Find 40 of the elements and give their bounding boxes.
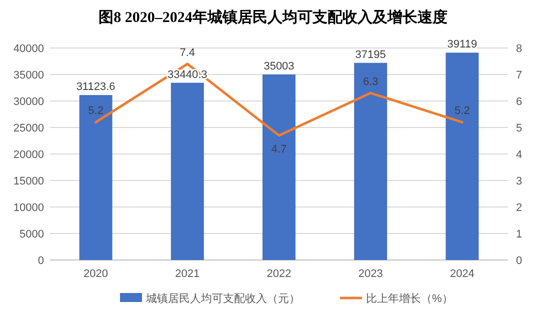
- legend-label: 城镇居民人均可支配收入（元）: [145, 292, 300, 305]
- y-tick-label: 20000: [13, 149, 44, 161]
- y2-tick-label: 5: [516, 122, 522, 134]
- y2-tick-label: 6: [516, 96, 522, 108]
- y2-tick-label: 8: [516, 43, 522, 55]
- data-label: 35003: [264, 60, 294, 72]
- y-tick-label: 40000: [13, 43, 44, 55]
- x-tick-label: 2024: [450, 268, 474, 280]
- chart-title: 图8 2020–2024年城镇居民人均可支配收入及增长速度: [98, 8, 448, 26]
- data-label: 6.3: [362, 76, 378, 88]
- bar: [354, 62, 388, 260]
- y2-tick-label: 4: [516, 149, 522, 161]
- data-label: 31123.6: [76, 81, 116, 94]
- data-label: 7.4: [180, 46, 196, 59]
- y-tick-label: 10000: [13, 202, 44, 214]
- y-tick-label: 25000: [13, 122, 44, 134]
- legend-label: 比上年增长（%）: [366, 292, 453, 305]
- x-tick-label: 2020: [84, 268, 108, 280]
- y2-tick-label: 0: [516, 255, 522, 267]
- y-tick-label: 35000: [13, 70, 44, 82]
- data-label: 37195: [355, 48, 386, 61]
- bar: [170, 82, 204, 260]
- y-tick-label: 30000: [13, 96, 44, 108]
- y2-tick-label: 7: [516, 70, 522, 82]
- bar: [446, 52, 479, 260]
- data-label: 5.2: [454, 105, 470, 118]
- bar: [262, 74, 296, 260]
- y-tick-label: 0: [38, 255, 44, 267]
- x-tick-label: 2023: [358, 268, 383, 280]
- y2-tick-label: 2: [516, 202, 522, 214]
- y-tick-label: 5000: [20, 228, 44, 240]
- y2-tick-label: 1: [516, 228, 522, 240]
- y-tick-label: 15000: [13, 176, 44, 188]
- data-label: 4.7: [271, 143, 287, 156]
- data-label: 5.2: [88, 105, 104, 118]
- x-tick-label: 2022: [266, 268, 292, 280]
- y2-tick-label: 3: [516, 176, 522, 188]
- x-tick-label: 2021: [175, 268, 200, 280]
- data-label: 39119: [447, 38, 478, 51]
- bar: [79, 95, 112, 260]
